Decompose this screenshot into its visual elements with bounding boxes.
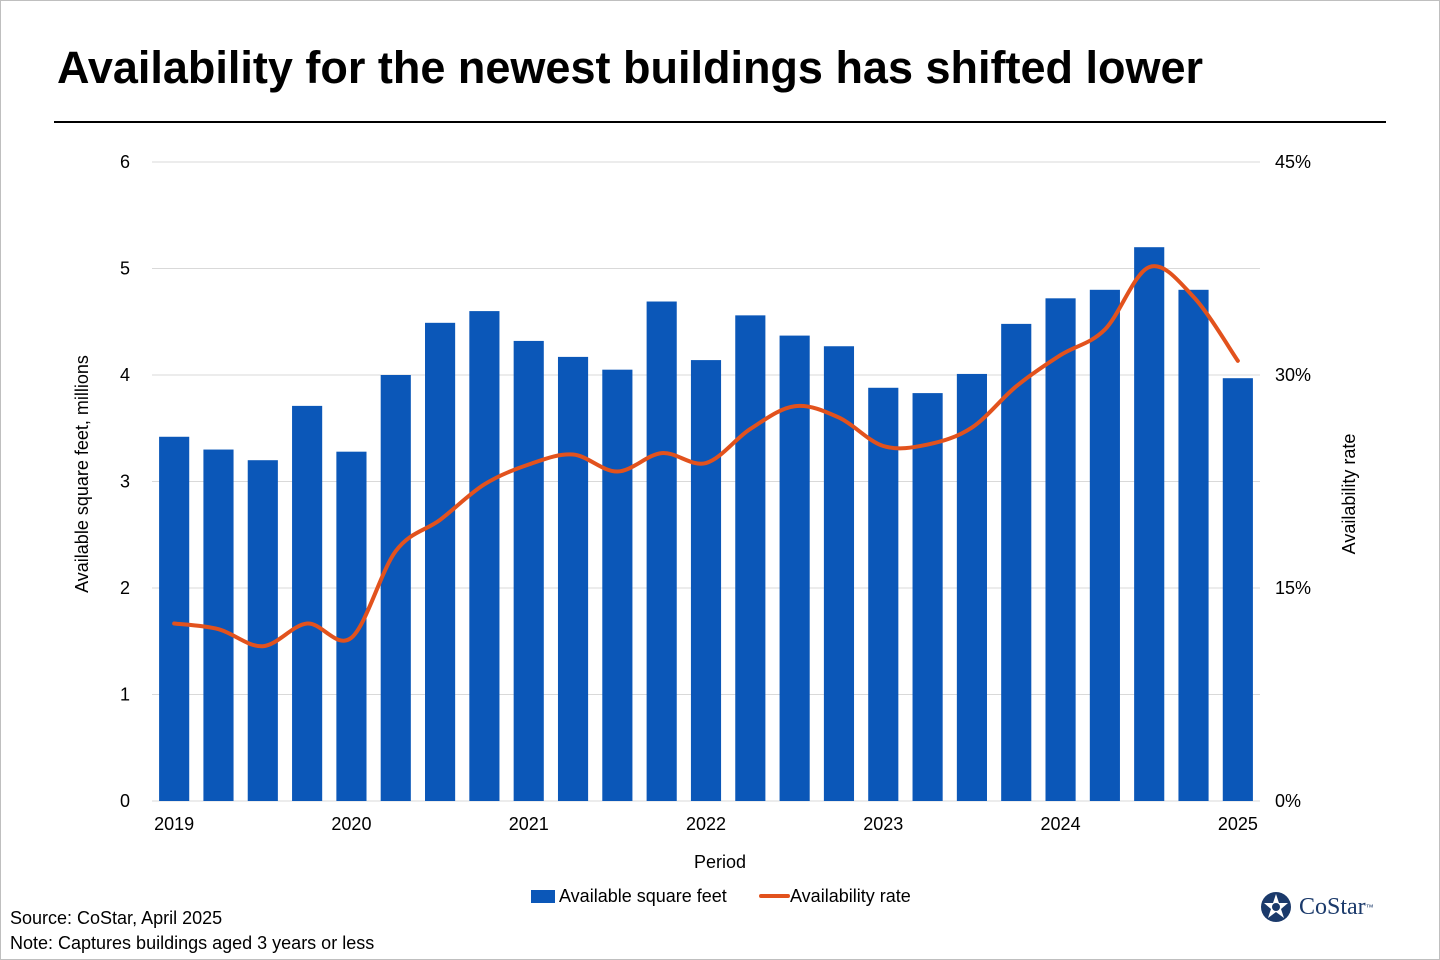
y-tick-label: 0	[120, 791, 130, 811]
logo-text: CoStar	[1299, 893, 1366, 920]
bar	[1089, 289, 1120, 801]
footnote: Note: Captures buildings aged 3 years or…	[10, 933, 375, 953]
y-tick-label: 5	[120, 259, 130, 279]
y2-tick-label: 30%	[1275, 365, 1311, 385]
x-tick-label: 2024	[1041, 814, 1081, 834]
bar	[425, 322, 456, 801]
bar	[646, 301, 677, 801]
chart-title: Availability for the newest buildings ha…	[57, 42, 1204, 93]
legend-label-bar: Available square feet	[559, 886, 727, 906]
y-tick-label: 2	[120, 578, 130, 598]
y2-tick-label: 15%	[1275, 578, 1311, 598]
y-tick-label: 4	[120, 365, 130, 385]
source-note: Source: CoStar, April 2025	[10, 908, 223, 928]
bar	[1222, 378, 1253, 801]
bar	[1134, 247, 1165, 801]
x-tick-label: 2023	[863, 814, 903, 834]
bar	[956, 373, 987, 801]
bar	[912, 393, 943, 801]
logo-trademark: ™	[1365, 902, 1374, 912]
bar	[1178, 289, 1209, 801]
x-axis-title: Period	[694, 852, 746, 872]
y2-tick-label: 0%	[1275, 791, 1301, 811]
x-tick-label: 2019	[154, 814, 194, 834]
y-axis-title: Available square feet, millions	[72, 355, 92, 593]
y-tick-label: 6	[120, 152, 130, 172]
bar	[602, 369, 633, 801]
bar	[1045, 298, 1076, 801]
bar	[469, 311, 500, 801]
y-tick-label: 1	[120, 685, 130, 705]
y2-tick-label: 45%	[1275, 152, 1311, 172]
legend-swatch-bar	[531, 890, 555, 903]
costar-star-icon	[1261, 892, 1291, 922]
x-tick-label: 2025	[1218, 814, 1258, 834]
bar	[1001, 323, 1032, 801]
y2-axis-title: Availability rate	[1339, 434, 1359, 555]
availability-rate-line	[172, 264, 1240, 649]
x-tick-label: 2020	[331, 814, 371, 834]
title-divider	[54, 121, 1386, 123]
x-tick-label: 2021	[509, 814, 549, 834]
bar	[690, 360, 722, 801]
bar	[513, 340, 544, 801]
legend-label-line: Availability rate	[790, 886, 911, 906]
y-tick-label: 3	[120, 472, 130, 492]
bar	[735, 315, 766, 801]
bar	[868, 387, 899, 801]
costar-logo: CoStar ™	[1259, 889, 1374, 925]
bar	[779, 335, 810, 801]
bar	[159, 436, 190, 801]
bar	[557, 356, 589, 801]
bar	[247, 460, 278, 801]
bar	[380, 375, 411, 801]
bar	[292, 405, 323, 801]
x-tick-label: 2022	[686, 814, 726, 834]
